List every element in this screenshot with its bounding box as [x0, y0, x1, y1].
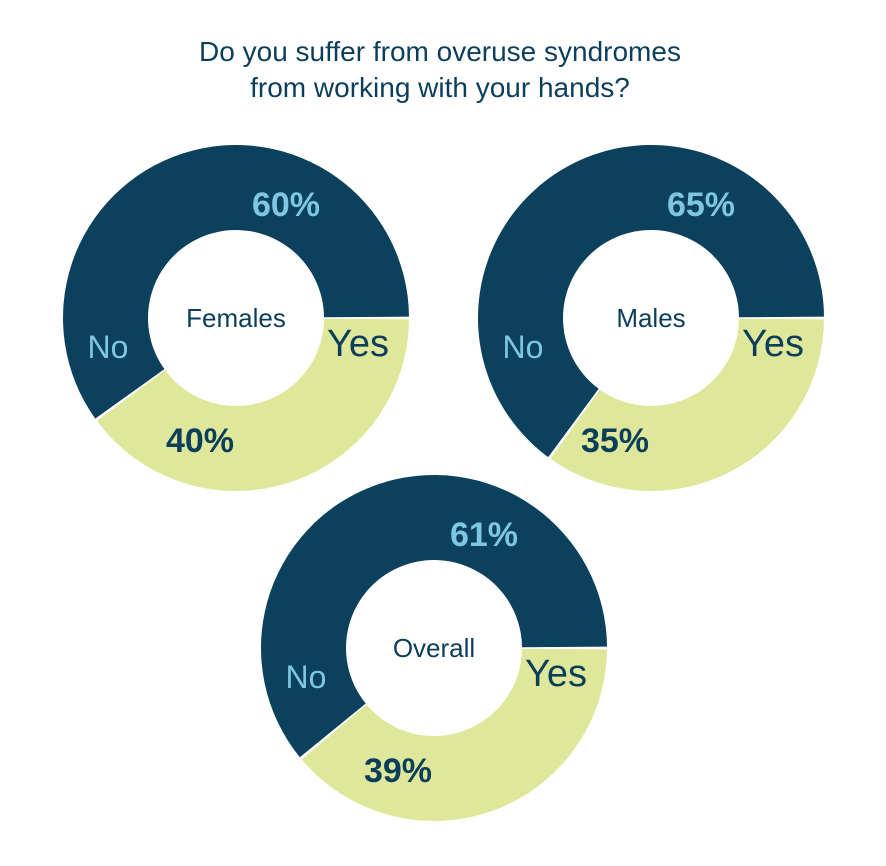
no-percent-males: 65%: [667, 186, 735, 224]
slice-yes-males: [550, 318, 824, 491]
no-percent-females: 60%: [252, 186, 320, 224]
no-label-overall: No: [286, 659, 327, 695]
slice-no-males: [478, 145, 824, 458]
donut-males: Males Yes No 65% 35%: [478, 145, 824, 491]
center-label-males: Males: [616, 303, 685, 333]
donut-females: Females Yes No 60% 40%: [62, 144, 409, 491]
center-label-females: Females: [186, 303, 286, 333]
no-percent-overall: 61%: [450, 516, 518, 554]
no-label-females: No: [88, 329, 129, 365]
yes-label-males: Yes: [742, 323, 804, 365]
yes-label-overall: Yes: [525, 653, 587, 695]
slice-yes-females: [96, 318, 409, 491]
chart-title-line-1: Do you suffer from overuse syndromes: [199, 36, 681, 67]
yes-label-females: Yes: [327, 323, 389, 365]
slice-yes-overall: [301, 648, 607, 821]
chart-title-line-2: from working with your hands?: [250, 72, 630, 103]
no-label-males: No: [503, 329, 544, 365]
yes-percent-overall: 39%: [364, 752, 432, 790]
donut-overall: Overall Yes No 61% 39%: [261, 474, 607, 821]
slice-no-overall: [261, 474, 607, 758]
yes-percent-females: 40%: [166, 422, 234, 460]
chart-title: Do you suffer from overuse syndromes fro…: [0, 34, 880, 106]
yes-percent-males: 35%: [581, 422, 649, 460]
slice-no-females: [62, 144, 409, 419]
center-label-overall: Overall: [393, 633, 475, 663]
